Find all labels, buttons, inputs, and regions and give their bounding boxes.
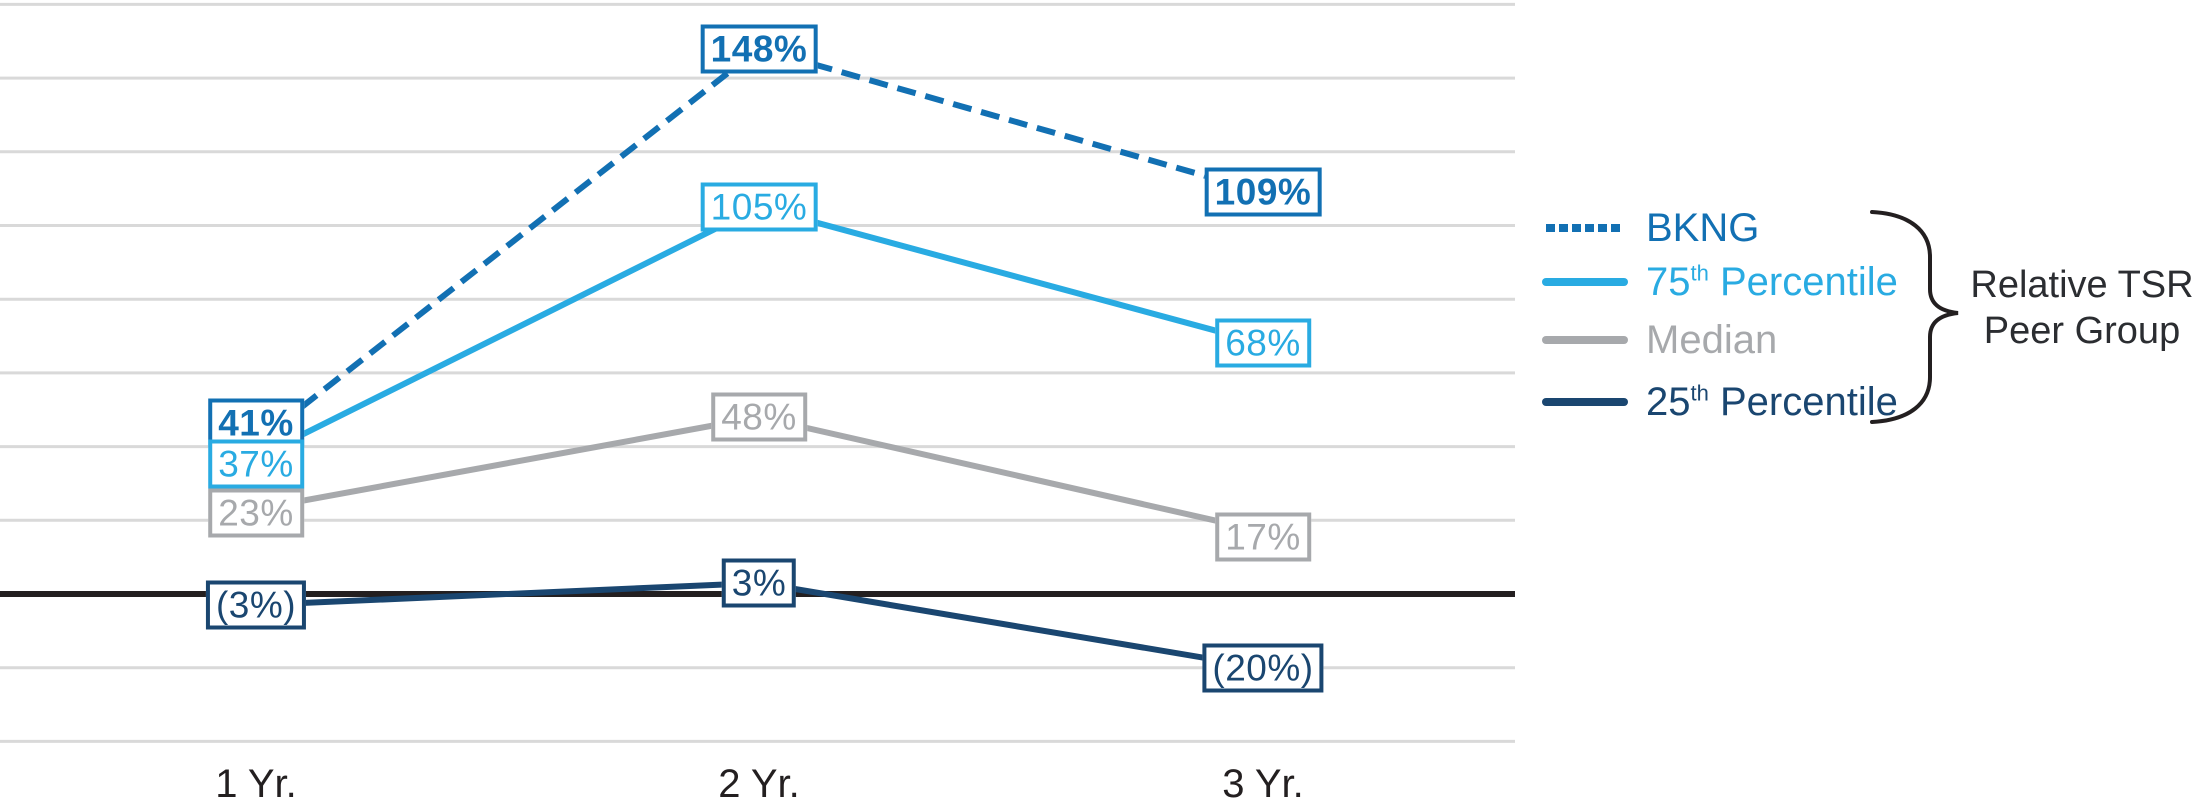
- legend-group-label-line2: Peer Group: [1983, 310, 2181, 352]
- data-label-75th-percentile-2Yr: 105%: [700, 182, 818, 232]
- legend-item-75th-percentile: 75th Percentile: [1542, 257, 1898, 307]
- legend-group-label: Relative TSR Peer Group: [1955, 262, 2209, 354]
- data-label-75th-percentile-3Yr: 68%: [1215, 318, 1311, 368]
- data-label-25th-percentile-1Yr: (3%): [205, 580, 307, 630]
- data-label-bkng-3Yr: 109%: [1204, 167, 1322, 217]
- data-label-median-3Yr: 17%: [1215, 512, 1311, 562]
- data-label-bkng-2Yr: 148%: [700, 24, 818, 74]
- legend-label: 75th Percentile: [1646, 260, 1898, 304]
- curly-brace-icon: [1870, 210, 1959, 424]
- x-axis-label-2yr: 2 Yr.: [718, 762, 800, 805]
- legend-label: Median: [1646, 318, 1778, 362]
- legend-swatch-solid-line-icon: [1542, 336, 1628, 344]
- legend-label: BKNG: [1646, 206, 1760, 250]
- legend-group-label-line1: Relative TSR: [1970, 264, 2194, 306]
- data-label-median-2Yr: 48%: [711, 392, 807, 442]
- data-label-75th-percentile-1Yr: 37%: [208, 439, 304, 489]
- x-axis-label-3yr: 3 Yr.: [1222, 762, 1304, 805]
- legend-item-median: Median: [1542, 315, 1777, 365]
- legend-item-bkng: BKNG: [1542, 203, 1759, 253]
- data-label-median-1Yr: 23%: [208, 488, 304, 538]
- legend-swatch-solid-line-icon: [1542, 398, 1628, 406]
- data-label-25th-percentile-2Yr: 3%: [721, 558, 797, 608]
- data-label-bkng-1Yr: 41%: [208, 398, 304, 448]
- x-axis-label-1yr: 1 Yr.: [215, 762, 297, 805]
- legend-swatch-solid-line-icon: [1542, 278, 1628, 286]
- legend-label: 25th Percentile: [1646, 380, 1898, 424]
- legend-swatch-dashed-line-icon: [1546, 224, 1624, 232]
- data-label-25th-percentile-3Yr: (20%): [1202, 643, 1324, 693]
- legend-item-25th-percentile: 25th Percentile: [1542, 377, 1898, 427]
